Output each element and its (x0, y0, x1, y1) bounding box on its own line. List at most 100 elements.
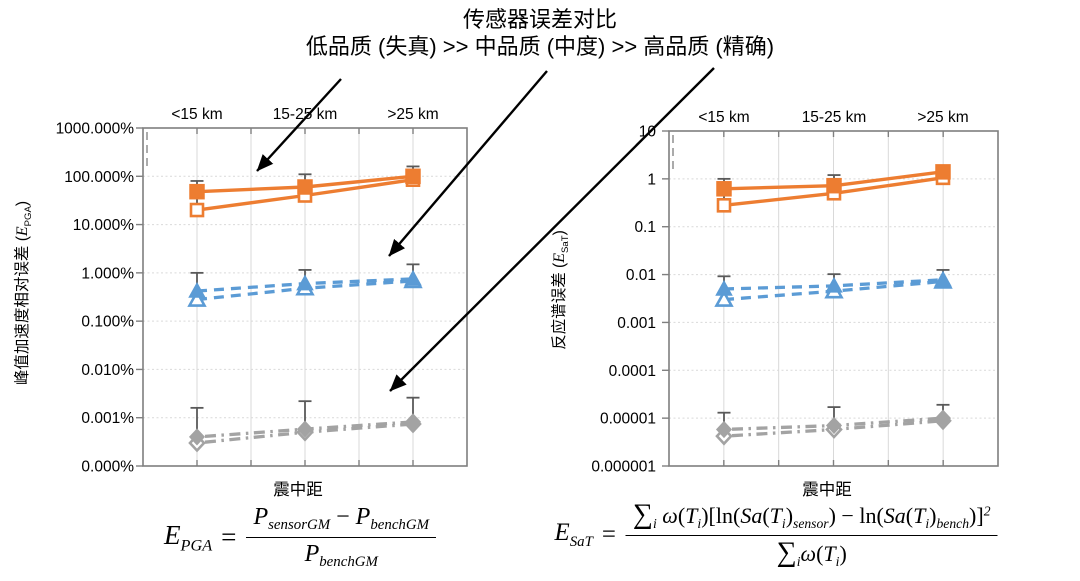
x-category-label: 15-25 km (273, 106, 338, 123)
series-markers-高品质(精确)-实心菱形 (715, 409, 952, 439)
filled-square-marker (716, 181, 732, 197)
filled-diamond-marker (188, 428, 206, 446)
filled-triangle-marker (715, 279, 733, 296)
equals-sign: = (221, 522, 237, 553)
subscript: sensor (793, 515, 829, 531)
formula-token: ∑ (776, 536, 797, 568)
subscript: i (925, 515, 930, 531)
formula-esat-lhs: ESaT = (554, 519, 616, 551)
formula-epga: EPGA = PsensorGM − PbenchGM PbenchGM (163, 504, 437, 571)
x-category-label: >25 km (917, 109, 968, 126)
subscript: bench (936, 515, 970, 531)
y-tick-label: 0.100% (81, 314, 134, 331)
right-y-axis-variable: E (550, 253, 568, 263)
filled-triangle-marker (188, 282, 206, 298)
formula-token: ( (905, 503, 914, 528)
y-tick-label: 100.000% (64, 169, 134, 186)
series-markers-中品质(中度)-实心三角 (715, 270, 952, 296)
left-y-axis-title: 峰值加速度相对误差 (EPGA) (13, 200, 35, 386)
filled-diamond-marker (825, 416, 843, 435)
formula-token: ω (662, 503, 678, 528)
y-tick-label: 0.000% (81, 459, 134, 476)
x-category-label: <15 km (171, 106, 222, 123)
formula-token: ) (785, 503, 794, 528)
formula-token: ∑ (632, 499, 653, 530)
subscript: i (796, 553, 801, 569)
filled-triangle-marker (825, 276, 843, 293)
series-markers-中品质(中度)-实心三角 (188, 269, 422, 298)
open-square-marker (189, 202, 205, 218)
formula-token: T (823, 540, 836, 566)
subscript: i (653, 515, 657, 531)
formula-token: )[ln( (701, 503, 741, 528)
left-y-axis-variable: E (13, 226, 31, 237)
filled-square-marker (935, 164, 951, 180)
filled-diamond-marker (934, 409, 952, 427)
formula-token: T (685, 503, 698, 528)
annotation-arrow-low-quality (256, 78, 342, 172)
formula-esat-numerator: ∑i ω(Ti)[ln(Sa(Ti)sensor) − ln(Sa(Ti)ben… (625, 499, 998, 536)
formula-token: P (253, 504, 269, 530)
formula-token: Sa (883, 503, 906, 528)
y-tick-label: 0.01 (626, 267, 656, 284)
subscript: sensorGM (268, 517, 331, 534)
formula-token: ) (929, 503, 937, 528)
x-category-label: 15-25 km (802, 109, 867, 126)
annotation-arrow-high-quality (389, 67, 715, 392)
open-square-marker (716, 198, 732, 213)
y-tick-label: 0.001 (617, 315, 656, 332)
equals-sign: = (601, 521, 616, 549)
filled-square-marker (405, 168, 421, 185)
formula-epga-denominator: PbenchGM (305, 538, 378, 571)
y-tick-label: 0.1 (634, 219, 656, 236)
superscript: 2 (983, 503, 991, 519)
series-markers-低品质(失真)-实心方块 (189, 168, 421, 200)
filled-diamond-marker (404, 413, 422, 431)
formula-token: P (355, 504, 371, 530)
right-y-axis-title-text: 反应谱误差 ( (550, 262, 568, 350)
formula-token: T (769, 503, 782, 528)
formula-esat: ESaT = ∑i ω(Ti)[ln(Sa(Ti)sensor) − ln(Sa(… (554, 499, 998, 570)
y-tick-label: 1.000% (81, 265, 134, 282)
open-triangle-marker (187, 289, 207, 307)
chart-esat: 10 1 0.1 0.01 0.001 0.0001 0.00001 0.000001 <15 … (591, 109, 999, 476)
formula-token: P (304, 541, 320, 568)
y-tick-label: 1 (647, 171, 656, 188)
right-y-axis-subscript: SaT (560, 235, 572, 254)
filled-triangle-marker (934, 270, 952, 287)
formula-esat-fraction: ∑i ω(Ti)[ln(Sa(Ti)sensor) − ln(Sa(Ti)ben… (625, 499, 998, 570)
right-y-axis-title: 反应谱误差 (ESaT) (550, 230, 572, 350)
formula-token: ) − ln( (828, 503, 884, 528)
x-category-label: <15 km (698, 109, 749, 126)
subscript: i (835, 553, 840, 569)
filled-square-marker (189, 183, 205, 200)
filled-diamond-marker (715, 420, 733, 439)
series-markers-低品质(失真)-实心方块 (716, 164, 951, 197)
subscript: i (781, 515, 786, 531)
left-x-axis-title: 震中距 (273, 481, 323, 499)
annotation-arrow-mid-quality (388, 70, 548, 257)
y-tick-label: 0.000001 (591, 459, 656, 476)
filled-triangle-marker (404, 269, 422, 286)
formula-token: T (913, 503, 926, 528)
formula-token: − (330, 504, 356, 530)
y-tick-label: 10 (639, 124, 657, 141)
subscript: benchGM (370, 517, 430, 534)
chart-subtitle: 低品质 (失真) >> 中品质 (中度) >> 高品质 (精确) (305, 34, 775, 59)
filled-square-marker (826, 177, 842, 194)
formula-epga-lhs: EPGA = (163, 519, 237, 555)
y-tick-label: 1000.000% (56, 121, 135, 138)
filled-triangle-marker (296, 274, 314, 291)
filled-diamond-marker (296, 420, 314, 438)
formula-token: ( (762, 503, 770, 528)
right-x-axis-title: 震中距 (802, 481, 852, 499)
formula-token: ( (816, 540, 824, 566)
y-tick-label: 0.0001 (609, 363, 656, 380)
open-triangle-marker (714, 289, 734, 307)
chart-epga: 1000.000% 100.000% 10.000% 1.000% 0.100% 0.01… (56, 106, 468, 476)
formula-token: Sa (740, 503, 763, 528)
filled-square-marker (297, 179, 313, 195)
formula-token: ) (839, 540, 847, 566)
chart-main-title: 传感器误差对比 (462, 7, 617, 32)
